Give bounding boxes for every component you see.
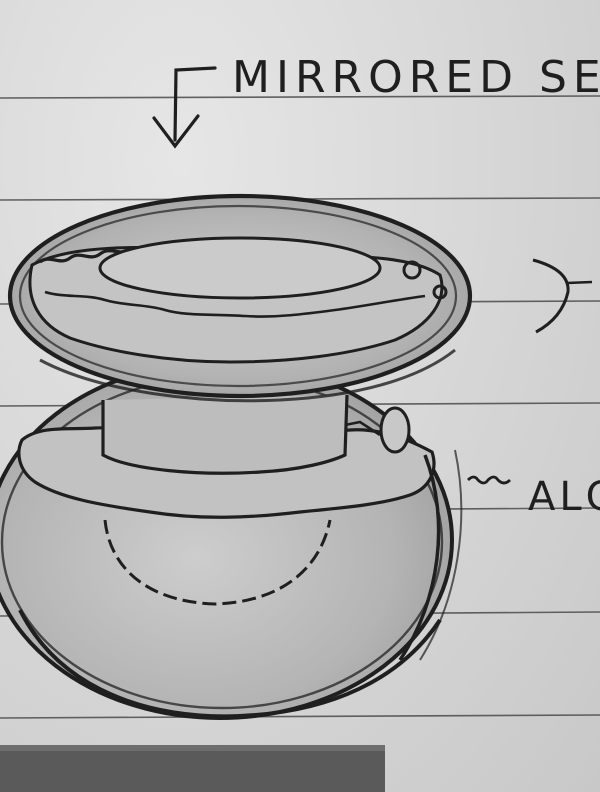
rule-line <box>0 714 600 719</box>
bracket-mark <box>532 258 570 334</box>
hinge-circle <box>379 406 411 454</box>
dark-strip <box>0 745 385 792</box>
compact-base <box>0 360 463 720</box>
arrow-down-icon <box>152 66 217 149</box>
rule-line <box>0 95 600 99</box>
top-annotation: MIRRORED SE <box>232 52 600 103</box>
compact-lid <box>7 193 473 403</box>
lid-dot <box>432 284 448 300</box>
squiggle-pointer <box>467 475 511 485</box>
side-annotation: ALC <box>528 474 600 520</box>
lid-dot <box>402 260 422 280</box>
